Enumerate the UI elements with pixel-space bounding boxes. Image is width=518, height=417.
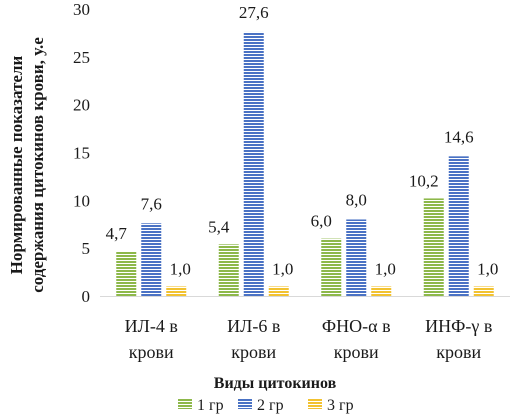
- y-tick-label: 15: [73, 144, 90, 163]
- data-labels: 4,7 7,6 1,0 5,4 27,6 1,0 6,0 8,0 1,0 10,2 14,6 1,0: [106, 3, 499, 278]
- axes: 0 5 10 15 20 25 30 ИЛ-4 в крови ИЛ-6 в крови ФНО-α …: [7, 0, 510, 392]
- bar-1-cat-2: [218, 244, 239, 296]
- bar-3-cat-2: [268, 286, 289, 296]
- x-tick-label: ИЛ-4 в: [125, 316, 178, 336]
- x-tick-label: крови: [436, 342, 481, 362]
- y-tick-label: 20: [73, 96, 90, 115]
- data-label: 14,6: [444, 127, 474, 146]
- legend-label-2: 2 гр: [257, 397, 284, 414]
- x-tick-label: крови: [334, 342, 379, 362]
- data-label: 6,0: [311, 212, 332, 231]
- legend-label-1: 1 гр: [197, 397, 224, 414]
- bar-3-cat-3: [371, 286, 392, 296]
- data-label: 4,7: [106, 224, 128, 243]
- data-label: 8,0: [346, 190, 367, 209]
- bar-3-cat-4: [473, 286, 494, 296]
- y-tick-label: 0: [82, 287, 91, 306]
- legend-label-3: 3 гр: [327, 397, 354, 414]
- x-axis-title: Виды цитокинов: [214, 375, 337, 392]
- data-label: 5,4: [208, 217, 230, 236]
- bar-1-cat-1: [116, 251, 137, 296]
- y-tick-label: 25: [73, 48, 90, 67]
- y-tick-label: 30: [73, 0, 90, 19]
- data-label: 27,6: [239, 3, 269, 22]
- legend: 1 гр 2 гр 3 гр: [178, 397, 354, 414]
- bar-2-cat-4: [448, 156, 469, 296]
- x-tick-label: ИЛ-6 в: [227, 316, 280, 336]
- bar-1-cat-4: [423, 198, 444, 296]
- x-tick-label: ИНФ-γ в: [425, 316, 492, 336]
- bar-1-cat-3: [321, 238, 342, 296]
- data-label: 7,6: [141, 194, 162, 213]
- data-label: 1,0: [272, 259, 293, 278]
- x-tick-label: ФНО-α в: [322, 316, 391, 336]
- data-label: 10,2: [409, 171, 439, 190]
- bar-2-cat-1: [141, 223, 162, 296]
- bars: [116, 31, 494, 297]
- legend-swatch-3: [308, 398, 322, 409]
- x-tick-label: крови: [231, 342, 276, 362]
- y-tick-label: 10: [73, 191, 90, 210]
- legend-swatch-1: [178, 398, 192, 409]
- data-label: 1,0: [170, 259, 191, 278]
- legend-swatch-2: [238, 398, 252, 409]
- data-label: 1,0: [477, 259, 498, 278]
- bar-2-cat-2: [243, 31, 264, 297]
- bar-2-cat-3: [346, 219, 367, 296]
- y-tick-label: 5: [82, 239, 91, 258]
- x-tick-label: крови: [129, 342, 174, 362]
- bar-3-cat-1: [166, 286, 187, 296]
- y-axis-title: содержания цитокинов крови, у.е: [28, 37, 47, 293]
- y-axis-title: Нормированные показатели: [7, 55, 26, 274]
- data-label: 1,0: [375, 259, 396, 278]
